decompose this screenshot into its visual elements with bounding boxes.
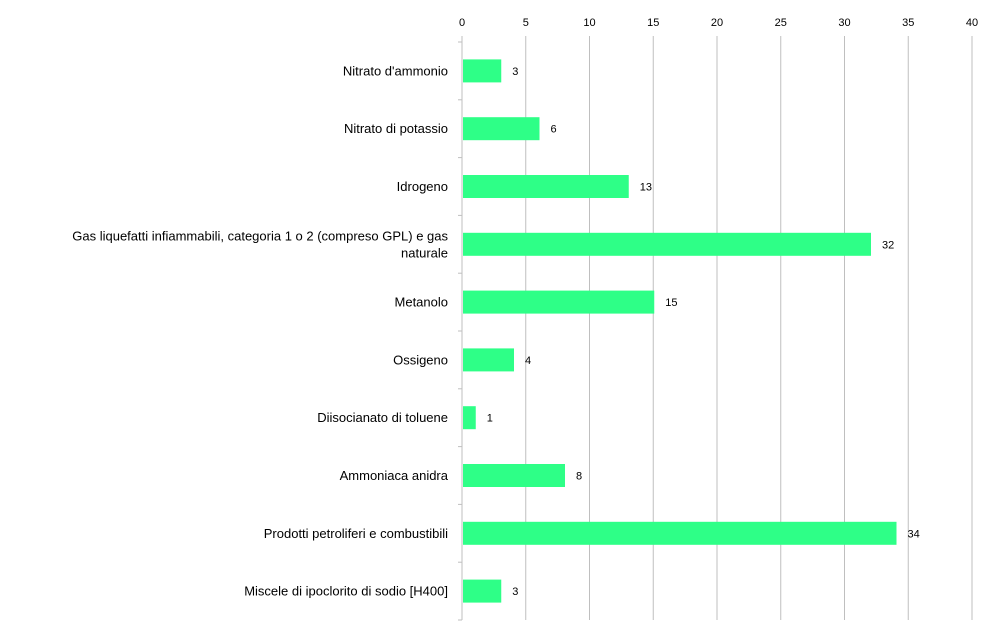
category-label: Idrogeno <box>397 179 448 194</box>
category-label: Metanolo <box>395 295 448 310</box>
data-label: 15 <box>665 297 677 309</box>
data-label: 13 <box>640 182 652 194</box>
bar <box>463 59 502 83</box>
x-tick-label: 35 <box>902 17 914 29</box>
x-tick-label: 15 <box>647 17 659 29</box>
bars <box>463 59 897 603</box>
bar <box>463 117 540 141</box>
category-label: Diisocianato di toluene <box>317 410 448 425</box>
x-tick-label: 30 <box>838 17 850 29</box>
category-label: Nitrato di potassio <box>344 121 448 136</box>
x-tick-label: 25 <box>775 17 787 29</box>
data-label: 6 <box>551 124 557 136</box>
category-label: Ossigeno <box>393 352 448 367</box>
data-label: 8 <box>576 471 582 483</box>
x-axis-ticks: 0 5 10 15 20 25 30 35 40 <box>459 17 978 29</box>
bar <box>463 175 629 198</box>
bar <box>463 232 871 256</box>
x-tick-label: 10 <box>583 17 595 29</box>
data-label: 32 <box>882 239 894 251</box>
category-label: Nitrato d'ammonio <box>343 63 448 78</box>
data-label: 1 <box>487 413 493 425</box>
bar <box>463 521 897 545</box>
bar <box>463 406 476 430</box>
data-label: 3 <box>512 586 518 598</box>
x-tick-label: 20 <box>711 17 723 29</box>
data-labels: 3 6 13 32 15 4 1 8 34 3 <box>487 66 920 598</box>
category-labels: Nitrato d'ammonio Nitrato di potassio Idro… <box>72 63 449 598</box>
bar <box>463 290 655 314</box>
bar <box>463 348 514 372</box>
category-label: Prodotti petroliferi e combustibili <box>264 526 448 541</box>
bar <box>463 579 502 603</box>
x-tick-label: 40 <box>966 17 978 29</box>
x-tick-label: 0 <box>459 17 465 29</box>
category-label: Ammoniaca anidra <box>340 468 449 483</box>
data-label: 34 <box>908 528 920 540</box>
data-label: 3 <box>512 66 518 78</box>
bar <box>463 464 565 487</box>
data-label: 4 <box>525 355 531 367</box>
category-label: Gas liquefatti infiammabili, categoria 1… <box>72 228 448 260</box>
x-tick-label: 5 <box>523 17 529 29</box>
category-label: Miscele di ipoclorito di sodio [H400] <box>244 584 448 599</box>
